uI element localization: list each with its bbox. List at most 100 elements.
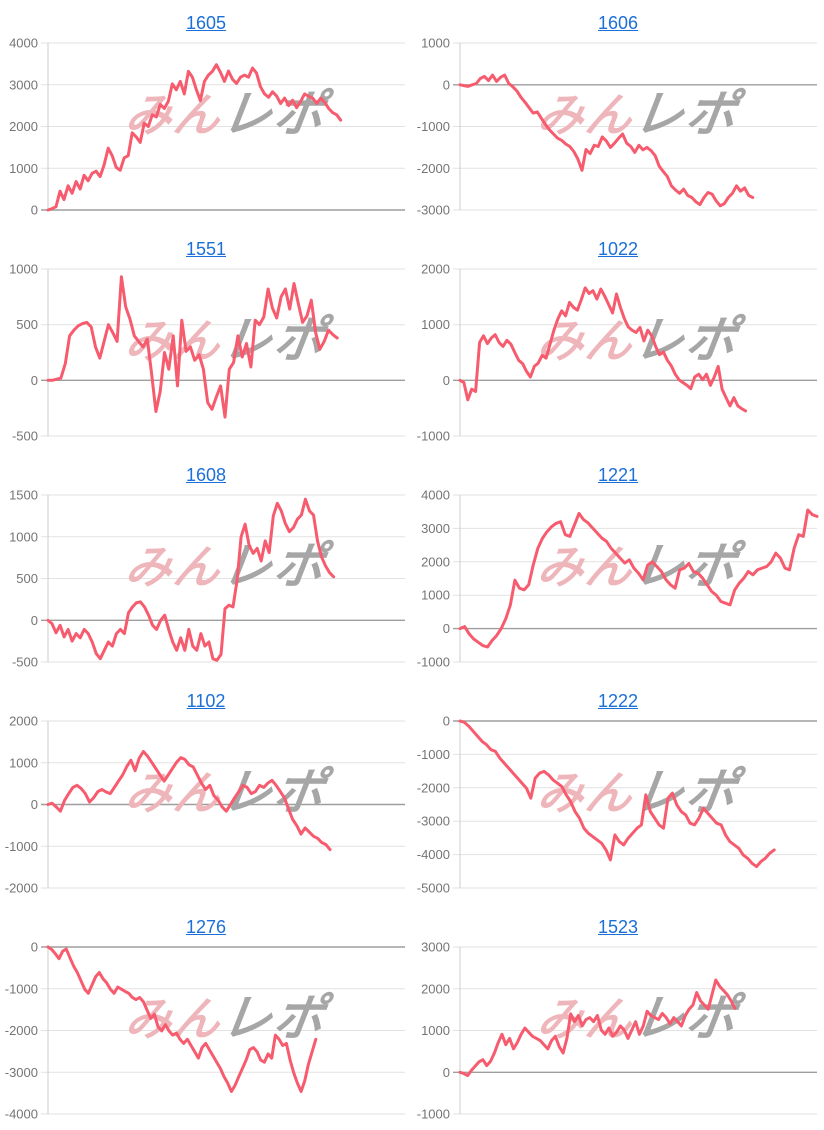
line-chart-svg: 2000 1000 0 -1000 -2000 みんレポ	[5, 714, 405, 896]
watermark-text-gray: レポ	[630, 84, 748, 143]
y-tick-label: -1000	[5, 981, 38, 996]
chart-title-row: 1606	[412, 0, 824, 36]
chart-plot: 0 -1000 -2000 -3000 -4000 みんレポ	[0, 940, 412, 1130]
machine-number-link[interactable]: 1276	[185, 917, 227, 937]
chart-plot: 4000 3000 2000 1000 0 みんレポ	[0, 36, 412, 226]
svg-text:みんレポ: みんレポ	[122, 988, 336, 1047]
y-tick-label: 0	[443, 714, 450, 729]
svg-text:みんレポ: みんレポ	[534, 310, 748, 369]
data-line	[458, 508, 819, 649]
y-tick-label: -4000	[417, 847, 450, 862]
y-tick-label: -2000	[5, 1023, 38, 1038]
y-tick-label: 0	[443, 621, 450, 636]
watermark-text-gray: レポ	[218, 762, 336, 821]
chart-title-row: 1221	[412, 452, 824, 488]
y-tick-label: 1000	[421, 588, 450, 603]
chart-cell: 1221 4000 3000 2000 1000 0 -1000 みんレポ	[412, 452, 824, 678]
y-tick-label: 4000	[421, 488, 450, 503]
svg-text:みんレポ: みんレポ	[122, 536, 336, 595]
chart-cell: 1222 0 -1000 -2000 -3000 -4000 -5000 みんレポ	[412, 678, 824, 904]
machine-number-link[interactable]: 1606	[597, 13, 639, 33]
y-tick-label: 3000	[421, 940, 450, 955]
data-line	[458, 719, 776, 869]
y-tick-label: 4000	[9, 36, 38, 51]
line-chart-svg: 0 -1000 -2000 -3000 -4000 -5000 みんレポ	[417, 714, 817, 896]
chart-title-row: 1608	[0, 452, 412, 488]
svg-text:みんレポ: みんレポ	[122, 84, 336, 143]
y-tick-label: 3000	[9, 77, 38, 92]
chart-title-row: 1551	[0, 226, 412, 262]
line-chart-svg: 4000 3000 2000 1000 0 -1000 みんレポ	[417, 488, 819, 670]
machine-number-link[interactable]: 1221	[597, 465, 639, 485]
chart-cell: 1102 2000 1000 0 -1000 -2000 みんレポ	[0, 678, 412, 904]
line-chart-svg: 1000 0 -1000 -2000 -3000 みんレポ	[417, 36, 817, 218]
y-tick-label: -4000	[5, 1107, 38, 1122]
machine-number-link[interactable]: 1022	[597, 239, 639, 259]
y-tick-label: 1000	[9, 755, 38, 770]
chart-title-row: 1222	[412, 678, 824, 714]
site-watermark: みんレポ	[122, 536, 336, 595]
chart-plot: 1500 1000 500 0 -500 みんレポ	[0, 488, 412, 678]
machine-number-link[interactable]: 1222	[597, 691, 639, 711]
y-tick-label: 2000	[9, 714, 38, 729]
site-watermark: みんレポ	[534, 988, 748, 1047]
y-tick-label: 1000	[421, 317, 450, 332]
watermark-text-pink: みん	[534, 540, 638, 594]
y-tick-label: 2000	[421, 262, 450, 277]
line-chart-svg: 2000 1000 0 -1000 みんレポ	[417, 262, 817, 444]
svg-text:みんレポ: みんレポ	[534, 988, 748, 1047]
y-tick-label: 0	[31, 797, 38, 812]
y-tick-label: 500	[16, 317, 38, 332]
chart-cell: 1276 0 -1000 -2000 -3000 -4000 みんレポ	[0, 904, 412, 1130]
chart-plot: 0 -1000 -2000 -3000 -4000 -5000 みんレポ	[412, 714, 824, 904]
y-tick-label: 1000	[9, 262, 38, 277]
y-tick-label: -5000	[417, 881, 450, 896]
machine-number-link[interactable]: 1551	[185, 239, 227, 259]
chart-title-row: 1102	[0, 678, 412, 714]
chart-cell: 1608 1500 1000 500 0 -500 みんレポ	[0, 452, 412, 678]
svg-text:みんレポ: みんレポ	[534, 84, 748, 143]
site-watermark: みんレポ	[122, 84, 336, 143]
line-chart-svg: 0 -1000 -2000 -3000 -4000 みんレポ	[5, 940, 405, 1122]
chart-title-row: 1523	[412, 904, 824, 940]
y-tick-label: -3000	[5, 1065, 38, 1080]
line-chart-svg: 3000 2000 1000 0 -1000 みんレポ	[417, 940, 817, 1122]
chart-cell: 1606 1000 0 -1000 -2000 -3000 みんレポ	[412, 0, 824, 226]
chart-cell: 1022 2000 1000 0 -1000 みんレポ	[412, 226, 824, 452]
y-tick-label: -3000	[417, 203, 450, 218]
y-tick-label: -2000	[417, 161, 450, 176]
site-watermark: みんレポ	[534, 310, 748, 369]
data-line	[458, 286, 748, 413]
y-tick-label: -500	[12, 655, 38, 670]
chart-cell: 1523 3000 2000 1000 0 -1000 みんレポ	[412, 904, 824, 1130]
data-line	[46, 750, 332, 852]
machine-number-link[interactable]: 1102	[186, 691, 226, 711]
y-tick-label: 1000	[421, 1023, 450, 1038]
svg-text:みんレポ: みんレポ	[534, 536, 748, 595]
y-tick-label: 0	[443, 77, 450, 92]
chart-plot: 1000 0 -1000 -2000 -3000 みんレポ	[412, 36, 824, 226]
y-tick-label: 0	[443, 1065, 450, 1080]
y-tick-label: 0	[31, 203, 38, 218]
watermark-text-gray: レポ	[630, 762, 748, 821]
chart-title-row: 1022	[412, 226, 824, 262]
y-tick-label: 500	[16, 571, 38, 586]
y-tick-label: -1000	[417, 119, 450, 134]
y-tick-label: 0	[443, 373, 450, 388]
y-tick-label: -3000	[417, 814, 450, 829]
y-tick-label: 3000	[421, 521, 450, 536]
machine-number-link[interactable]: 1608	[185, 465, 227, 485]
y-tick-label: -1000	[417, 429, 450, 444]
chart-title-row: 1605	[0, 0, 412, 36]
y-tick-label: -500	[12, 429, 38, 444]
y-tick-label: 1000	[9, 529, 38, 544]
chart-plot: 2000 1000 0 -1000 みんレポ	[412, 262, 824, 452]
site-watermark: みんレポ	[122, 762, 336, 821]
y-tick-label: 0	[31, 373, 38, 388]
data-line	[46, 275, 339, 419]
watermark-text-pink: みん	[122, 88, 226, 142]
machine-number-link[interactable]: 1523	[597, 917, 639, 937]
watermark-text-pink: みん	[122, 540, 226, 594]
machine-number-link[interactable]: 1605	[185, 13, 227, 33]
